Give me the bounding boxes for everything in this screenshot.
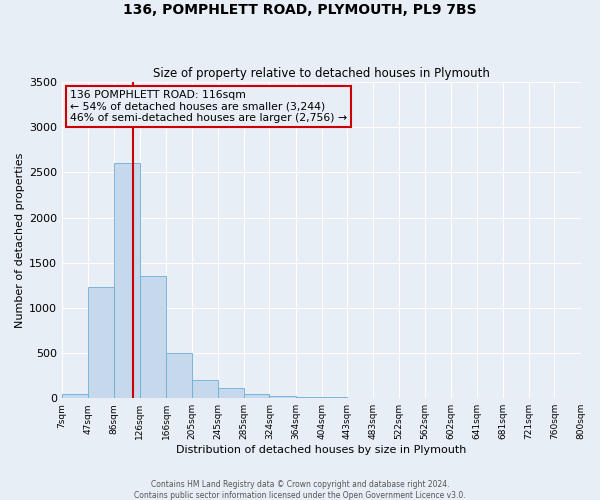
Bar <box>218 388 244 398</box>
Bar <box>244 394 269 398</box>
Bar <box>62 394 88 398</box>
Bar <box>140 276 166 398</box>
Bar <box>166 353 191 398</box>
X-axis label: Distribution of detached houses by size in Plymouth: Distribution of detached houses by size … <box>176 445 467 455</box>
Bar <box>191 380 218 398</box>
Bar <box>269 396 296 398</box>
Bar <box>88 287 114 398</box>
Text: 136, POMPHLETT ROAD, PLYMOUTH, PL9 7BS: 136, POMPHLETT ROAD, PLYMOUTH, PL9 7BS <box>123 2 477 16</box>
Text: 136 POMPHLETT ROAD: 116sqm
← 54% of detached houses are smaller (3,244)
46% of s: 136 POMPHLETT ROAD: 116sqm ← 54% of deta… <box>70 90 347 123</box>
Title: Size of property relative to detached houses in Plymouth: Size of property relative to detached ho… <box>153 66 490 80</box>
Bar <box>296 397 322 398</box>
Bar <box>114 164 140 398</box>
Text: Contains HM Land Registry data © Crown copyright and database right 2024.
Contai: Contains HM Land Registry data © Crown c… <box>134 480 466 500</box>
Y-axis label: Number of detached properties: Number of detached properties <box>15 152 25 328</box>
